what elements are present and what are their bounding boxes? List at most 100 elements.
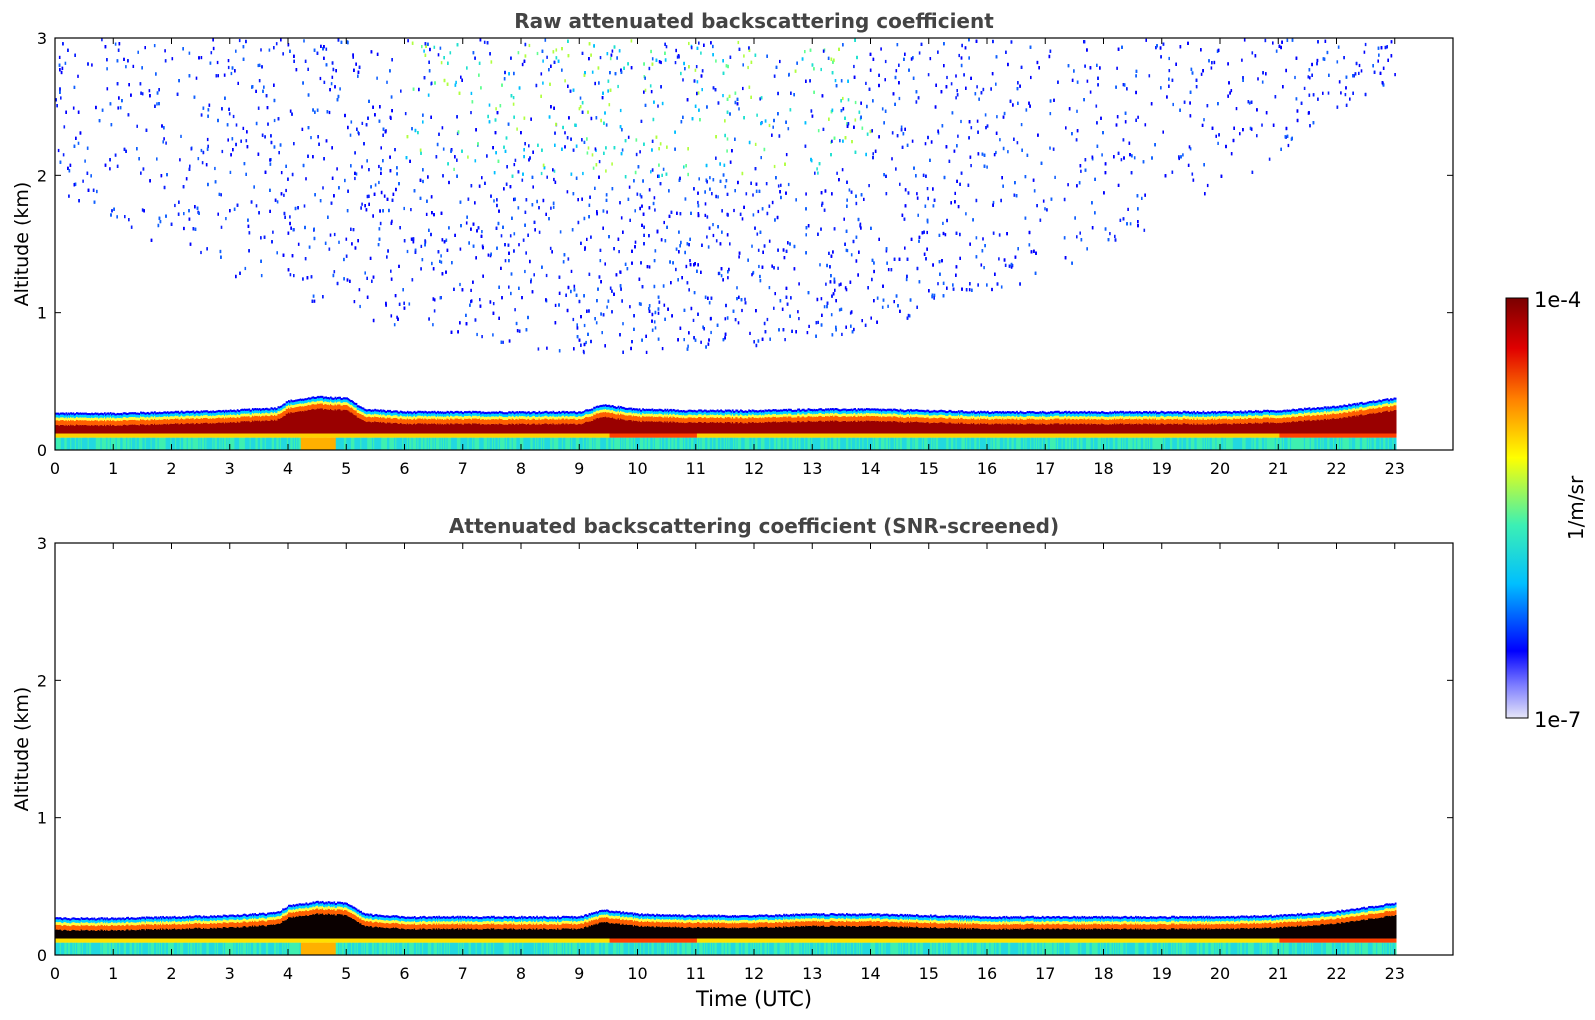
noise-cell [955, 96, 957, 100]
noise-cell [333, 232, 336, 237]
noise-cell [565, 293, 567, 297]
noise-cell [513, 232, 516, 236]
noise-cell [399, 226, 401, 230]
noise-cell [682, 115, 684, 119]
noise-cell [683, 338, 685, 342]
noise-cell [607, 89, 609, 93]
noise-cell [1217, 102, 1219, 106]
noise-cell [490, 194, 492, 198]
noise-cell [1379, 71, 1382, 75]
noise-cell [360, 206, 362, 210]
noise-cell [1154, 143, 1156, 147]
noise-cell [1162, 130, 1164, 134]
noise-cell [291, 172, 294, 177]
noise-cell [1029, 45, 1032, 49]
noise-cell [325, 139, 328, 143]
noise-cell [887, 268, 890, 272]
noise-cell [629, 305, 631, 309]
noise-cell [1178, 155, 1180, 159]
noise-cell [508, 285, 510, 289]
noise-cell [382, 209, 384, 213]
noise-cell [561, 147, 563, 151]
noise-cell [63, 125, 66, 129]
noise-cell [304, 257, 307, 261]
noise-cell [282, 52, 284, 56]
noise-cell [1049, 146, 1051, 150]
noise-cell [954, 191, 956, 195]
noise-cell [805, 192, 807, 196]
noise-cell [495, 151, 497, 155]
noise-cell [783, 256, 786, 260]
noise-cell [1065, 126, 1067, 130]
noise-cell [894, 75, 897, 80]
noise-cell [684, 250, 686, 255]
noise-cell [795, 330, 797, 334]
noise-cell [572, 192, 575, 196]
noise-cell [829, 280, 832, 284]
noise-cell [297, 242, 300, 246]
noise-cell [87, 62, 89, 66]
noise-cell [729, 55, 732, 59]
noise-cell [712, 44, 714, 49]
noise-cell [674, 61, 677, 65]
noise-cell [1124, 120, 1127, 124]
noise-cell [613, 146, 616, 150]
noise-cell [779, 299, 782, 303]
noise-cell [150, 238, 153, 242]
noise-cell [859, 222, 862, 226]
noise-cell [757, 209, 760, 214]
noise-cell [533, 273, 535, 277]
noise-cell [1133, 156, 1136, 160]
noise-cell [503, 145, 505, 149]
noise-cell [653, 100, 655, 104]
noise-cell [428, 317, 430, 321]
noise-cell [722, 173, 725, 177]
noise-cell [715, 59, 717, 63]
noise-cell [161, 124, 163, 128]
noise-cell [354, 176, 356, 181]
noise-cell [840, 282, 842, 286]
noise-cell [771, 264, 773, 268]
noise-cell [684, 67, 686, 71]
noise-cell [878, 135, 880, 139]
noise-cell [1089, 66, 1092, 70]
noise-cell [906, 274, 908, 278]
noise-cell [216, 60, 219, 65]
noise-cell [475, 128, 477, 132]
noise-cell [141, 66, 143, 70]
noise-cell [453, 287, 455, 291]
noise-cell [793, 244, 796, 249]
noise-cell [982, 237, 984, 241]
noise-cell [1104, 171, 1107, 175]
noise-cell [523, 148, 525, 152]
noise-cell [1008, 264, 1011, 268]
noise-cell [368, 168, 370, 172]
noise-cell [541, 148, 543, 152]
noise-cell [858, 110, 861, 114]
noise-cell [708, 301, 711, 305]
noise-cell [1135, 74, 1137, 78]
noise-cell [269, 158, 271, 162]
noise-cell [1015, 194, 1018, 198]
noise-cell [842, 43, 844, 47]
noise-cell [734, 91, 737, 95]
noise-cell [304, 59, 307, 63]
noise-cell [721, 209, 723, 213]
noise-cell [61, 66, 64, 70]
noise-cell [75, 136, 77, 140]
noise-cell [313, 48, 316, 52]
noise-cell [354, 151, 356, 155]
noise-cell [532, 185, 534, 189]
noise-cell [524, 54, 527, 58]
noise-cell [425, 44, 427, 48]
noise-cell [697, 91, 700, 95]
noise-cell [805, 233, 807, 237]
noise-cell [195, 76, 198, 80]
noise-cell [1148, 74, 1151, 78]
noise-cell [1067, 183, 1069, 187]
noise-cell [696, 91, 698, 96]
noise-cell [611, 162, 613, 166]
noise-cell [622, 230, 624, 234]
noise-cell [219, 249, 222, 254]
noise-cell [1095, 104, 1098, 108]
